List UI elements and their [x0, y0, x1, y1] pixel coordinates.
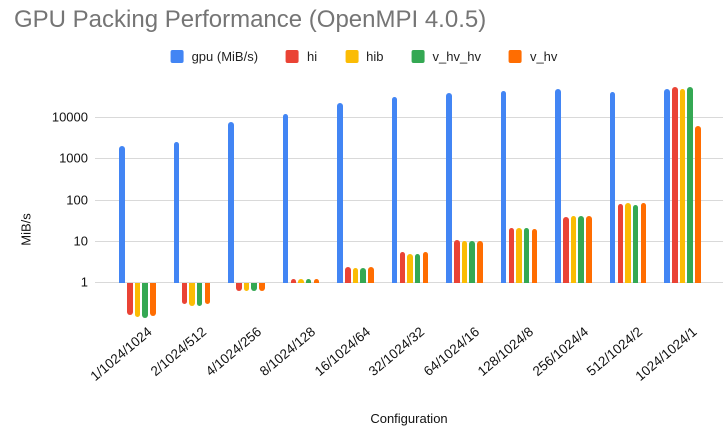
x-tick-label: 16/1024/64 — [311, 324, 374, 379]
bar-hib — [625, 202, 631, 283]
legend-item: hi — [286, 49, 317, 64]
bar-gpu-mib-s — [228, 121, 234, 283]
bar-hib — [461, 240, 468, 283]
x-tick-label: 256/1024/4 — [529, 324, 592, 379]
gridline — [95, 117, 723, 118]
bar-hib — [407, 254, 413, 283]
x-tick-label: 64/1024/16 — [420, 324, 483, 379]
bar-hi — [672, 87, 678, 283]
legend-item: v_hv — [508, 49, 558, 64]
bar-gpu-mib-s — [609, 91, 616, 283]
bar-hi — [345, 267, 351, 283]
legend-label: v_hv_hv — [432, 49, 481, 64]
bar-hib — [134, 283, 141, 317]
bar-v-hv — [640, 202, 647, 283]
bar-gpu-mib-s — [282, 114, 289, 283]
y-tick-label: 1000 — [59, 150, 88, 166]
gridline — [95, 158, 723, 160]
bar-v-hv — [150, 283, 156, 316]
bar-v-hv-hv — [523, 228, 530, 283]
x-tick-label: 128/1024/8 — [475, 324, 537, 379]
bar-gpu-mib-s — [664, 88, 670, 283]
bar-gpu-mib-s — [446, 92, 452, 283]
bar-v-hv-hv — [578, 215, 584, 283]
legend: gpu (MiB/s) hi hib v_hv_hv v_hv — [170, 49, 558, 64]
chart-title: GPU Packing Performance (OpenMPI 4.0.5) — [14, 6, 487, 33]
bar-gpu-mib-s — [119, 145, 125, 283]
bar-gpu-mib-s — [500, 90, 507, 283]
x-tick-label: 2/1024/512 — [148, 324, 210, 379]
gridline — [95, 199, 723, 201]
bar-v-hv — [695, 126, 701, 283]
bar-gpu-mib-s — [173, 142, 180, 283]
legend-item: v_hv_hv — [411, 49, 481, 64]
bar-hib — [570, 215, 577, 283]
y-tick-label: 10000 — [51, 109, 88, 125]
legend-swatch-icon — [508, 50, 522, 63]
bar-hib — [243, 283, 250, 291]
legend-label: hi — [307, 49, 318, 64]
bar-v-hv — [531, 229, 538, 283]
legend-item: hib — [345, 49, 384, 64]
bar-hib — [516, 227, 522, 283]
bar-gpu-mib-s — [391, 97, 398, 283]
bar-gpu-mib-s — [555, 88, 561, 283]
bar-hi — [399, 251, 406, 283]
bar-v-hv-hv — [360, 267, 366, 283]
bar-hi — [236, 283, 242, 291]
bar-hi — [563, 216, 569, 283]
legend-item: gpu (MiB/s) — [170, 49, 259, 64]
x-tick-label: 4/1024/256 — [202, 324, 265, 379]
bar-hi — [127, 283, 133, 315]
bar-hi — [181, 283, 188, 304]
bar-v-hv-hv — [196, 283, 203, 306]
gridline — [95, 240, 723, 242]
bar-hib — [679, 88, 686, 283]
bar-v-hv — [422, 252, 429, 283]
y-tick-label: 1 — [80, 274, 88, 290]
x-tick-label: 32/1024/32 — [366, 324, 428, 379]
bar-v-hv-hv — [687, 87, 693, 283]
bar-v-hv-hv — [414, 253, 421, 283]
bar-v-hv — [477, 240, 483, 283]
bar-v-hv — [204, 283, 211, 304]
bar-hi — [290, 278, 297, 283]
bar-v-hv — [368, 267, 374, 283]
x-axis-title: Configuration — [370, 411, 448, 426]
bar-v-hv — [313, 278, 320, 283]
bar-v-hv-hv — [142, 283, 148, 319]
legend-label: hib — [366, 49, 384, 64]
bar-gpu-mib-s — [337, 103, 343, 283]
bar-hib — [298, 278, 304, 283]
bar-v-hv-hv — [251, 283, 257, 291]
x-tick-label: 8/1024/128 — [257, 324, 319, 379]
legend-swatch-icon — [286, 50, 300, 63]
bar-hib — [352, 267, 359, 283]
bar-v-hv-hv — [632, 205, 639, 283]
y-tick-label: 10 — [73, 233, 88, 249]
legend-label: gpu (MiB/s) — [191, 49, 259, 64]
bar-hi — [617, 204, 624, 283]
legend-swatch-icon — [345, 50, 359, 63]
legend-swatch-icon — [411, 50, 425, 63]
bar-v-hv-hv — [305, 278, 312, 283]
bar-hib — [189, 283, 195, 306]
bar-v-hv — [259, 283, 265, 291]
bar-hi — [508, 228, 515, 283]
legend-swatch-icon — [170, 50, 184, 63]
x-tick-label: 1/1024/1024 — [87, 324, 156, 384]
bar-hi — [454, 240, 460, 283]
bar-v-hv — [586, 215, 592, 283]
y-tick-label: 100 — [66, 192, 88, 207]
bar-v-hv-hv — [469, 240, 475, 283]
legend-label: v_hv — [529, 49, 558, 64]
